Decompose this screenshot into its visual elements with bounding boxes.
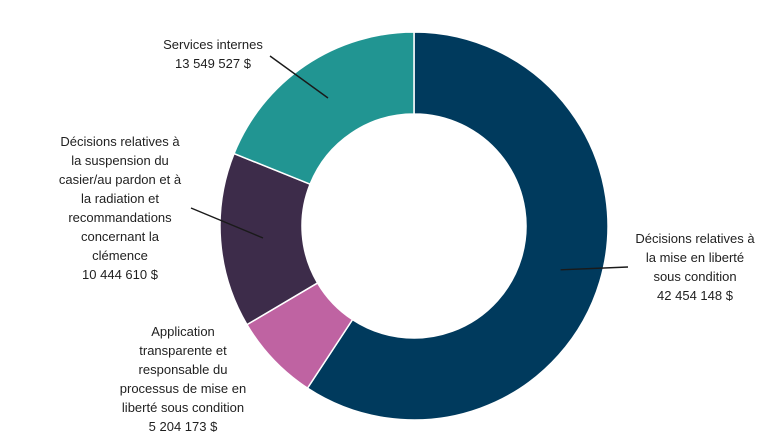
leader-record-suspension (190, 207, 264, 239)
label-transparent-process-value: 5 204 173 $ (148, 419, 218, 434)
donut-slices (219, 31, 609, 421)
label-transparent-process-line-5: liberté sous condition (121, 400, 245, 415)
leader-parole-decisions (560, 266, 629, 271)
label-record-suspension-line-3: casier/au pardon et à (58, 172, 182, 187)
label-parole-decisions-line-3: sous condition (653, 269, 737, 284)
label-record-suspension-line-7: clémence (92, 248, 148, 263)
label-parole-decisions: Décisions relatives à la mise en liberté… (620, 229, 770, 305)
label-transparent-process-line-4: processus de mise en (119, 381, 247, 396)
label-internal-services-line-1: Services internes (163, 37, 263, 52)
leader-lines (190, 55, 629, 271)
label-parole-decisions-value: 42 454 148 $ (657, 288, 733, 303)
label-record-suspension-line-4: la radiation et (80, 191, 160, 206)
label-record-suspension-line-1: Décisions relatives à (60, 134, 180, 149)
label-record-suspension: Décisions relatives à la suspension du c… (42, 132, 198, 284)
label-record-suspension-line-2: la suspension du (71, 153, 169, 168)
label-transparent-process-line-2: transparente et (139, 343, 227, 358)
label-record-suspension-value: 10 444 610 $ (82, 267, 158, 282)
slice-internal-services (233, 31, 415, 186)
leader-internal-services (269, 55, 329, 99)
label-record-suspension-line-6: concernant la (80, 229, 160, 244)
slice-parole-decisions (306, 31, 609, 421)
label-internal-services-value: 13 549 527 $ (175, 56, 251, 71)
label-transparent-process: Application transparente et responsable … (108, 322, 258, 436)
label-transparent-process-line-3: responsable du (138, 362, 228, 377)
label-record-suspension-line-5: recommandations (68, 210, 172, 225)
label-parole-decisions-line-2: la mise en liberté (645, 250, 745, 265)
label-internal-services: Services internes 13 549 527 $ (138, 35, 288, 73)
label-transparent-process-line-1: Application (151, 324, 215, 339)
label-parole-decisions-line-1: Décisions relatives à (635, 231, 755, 246)
